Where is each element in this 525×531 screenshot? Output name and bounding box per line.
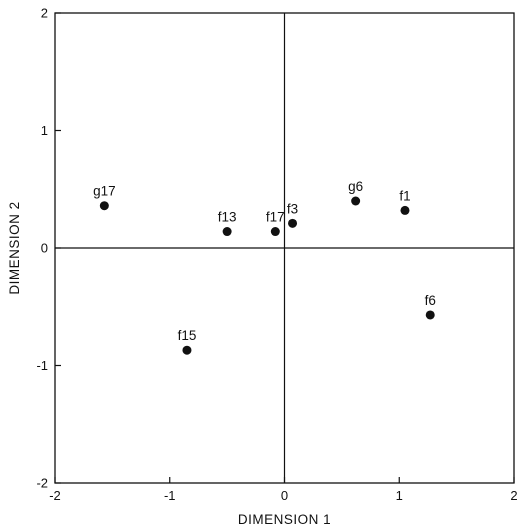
point-label-f6: f6 <box>425 293 436 308</box>
y-axis-ticks: -2 -1 0 1 2 <box>36 6 61 491</box>
y-axis-label: DIMENSION 2 <box>7 201 22 294</box>
reference-lines <box>55 13 514 483</box>
data-point-g17 <box>99 201 109 211</box>
x-tick-label: -1 <box>164 488 176 503</box>
x-axis-ticks: -2 -1 0 1 2 <box>49 477 518 503</box>
data-point-f1 <box>400 205 410 215</box>
x-tick-label: -2 <box>49 488 61 503</box>
data-point-f17 <box>270 227 280 237</box>
y-tick-label: -2 <box>36 476 48 491</box>
point-label-g6: g6 <box>348 179 363 194</box>
y-tick-label: -1 <box>36 358 48 373</box>
x-tick-label: 1 <box>396 488 403 503</box>
point-label-f1: f1 <box>399 188 410 203</box>
point-label-f13: f13 <box>218 210 237 225</box>
y-tick-label: 2 <box>41 6 48 21</box>
x-tick-label: 0 <box>281 488 288 503</box>
data-point-f15 <box>182 345 192 355</box>
data-point-f3 <box>288 218 298 228</box>
data-point-g6 <box>351 196 361 206</box>
point-label-f3: f3 <box>287 201 298 216</box>
point-label-f17: f17 <box>266 210 285 225</box>
y-tick-label: 1 <box>41 123 48 138</box>
data-point-f13 <box>222 227 232 237</box>
y-tick-label: 0 <box>41 241 48 256</box>
point-label-g17: g17 <box>93 184 116 199</box>
point-label-f15: f15 <box>178 328 197 343</box>
x-axis-label: DIMENSION 1 <box>238 512 331 527</box>
data-point-f6 <box>425 310 435 320</box>
x-tick-label: 2 <box>510 488 517 503</box>
